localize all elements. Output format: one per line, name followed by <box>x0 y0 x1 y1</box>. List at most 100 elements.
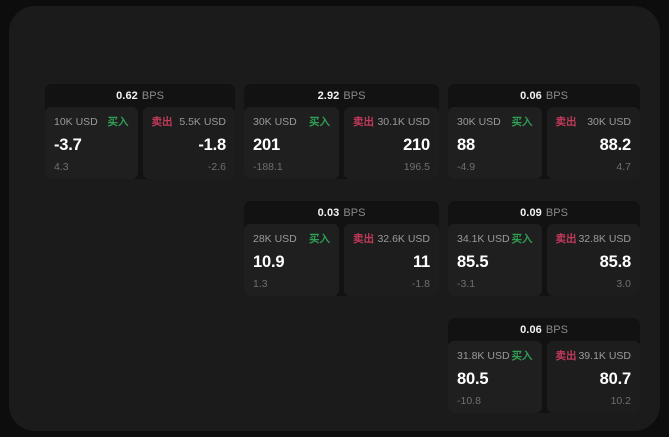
sell-size-label: 30K USD <box>587 115 631 128</box>
sell-delta: -1.8 <box>411 277 430 290</box>
buy-size-label: 34.1K USD <box>457 232 510 245</box>
bps-value: 0.06 <box>520 89 542 102</box>
sell-value: -1.8 <box>198 135 226 154</box>
sell-panel[interactable]: 卖出 32.8K USD 85.8 3.0 <box>546 224 640 296</box>
card-header: 0.06 BPS <box>448 318 640 341</box>
buy-side-label: 买入 <box>309 116 330 128</box>
buy-panel-header: 30K USD 买入 <box>253 115 330 129</box>
sell-panel-header: 卖出 32.6K USD <box>353 232 430 246</box>
buy-panel-header: 34.1K USD 买入 <box>457 232 533 246</box>
sell-side-label: 卖出 <box>151 116 173 128</box>
card-header: 0.09 BPS <box>448 201 640 224</box>
buy-size-label: 28K USD <box>253 232 297 245</box>
sell-delta: 3.0 <box>616 277 631 290</box>
card-panels: 31.8K USD 买入 80.5 -10.8 卖出 39.1K USD 80 <box>448 341 640 413</box>
bps-unit-label: BPS <box>545 89 568 102</box>
sell-delta: -2.6 <box>207 160 226 173</box>
sell-value: 80.7 <box>599 369 632 388</box>
spread-card[interactable]: 0.06 BPS 30K USD 买入 88 -4.9 <box>448 84 640 179</box>
card-column-3: 0.06 BPS 30K USD 买入 88 -4.9 <box>448 84 640 413</box>
sell-delta: 196.5 <box>403 160 430 173</box>
card-panels: 10K USD 买入 -3.7 4.3 卖出 5.5K USD -1.8 <box>45 107 235 179</box>
sell-panel-header: 卖出 5.5K USD <box>151 115 227 129</box>
bps-unit-label: BPS <box>141 89 164 102</box>
buy-side-label: 买入 <box>511 116 533 128</box>
buy-value: 80.5 <box>457 369 489 388</box>
spread-card[interactable]: 0.06 BPS 31.8K USD 买入 80.5 -10.8 <box>448 318 640 413</box>
sell-panel[interactable]: 卖出 30.1K USD 210 196.5 <box>344 107 439 179</box>
spread-card[interactable]: 0.03 BPS 28K USD 买入 10.9 1.3 <box>244 201 439 296</box>
sell-size-label: 32.6K USD <box>377 232 430 245</box>
buy-panel-header: 31.8K USD 买入 <box>457 349 533 363</box>
buy-size-label: 30K USD <box>253 115 297 128</box>
buy-side-label: 买入 <box>309 233 330 245</box>
buy-panel[interactable]: 28K USD 买入 10.9 1.3 <box>244 224 339 296</box>
spread-dashboard-panel: 0.62 BPS 10K USD 买入 -3.7 4.3 <box>9 6 660 431</box>
sell-side-label: 卖出 <box>353 116 374 128</box>
spread-card[interactable]: 0.62 BPS 10K USD 买入 -3.7 4.3 <box>45 84 235 179</box>
buy-value: 201 <box>253 135 280 154</box>
buy-delta: -4.9 <box>457 160 476 173</box>
sell-side-label: 卖出 <box>555 116 577 128</box>
sell-panel[interactable]: 卖出 30K USD 88.2 4.7 <box>546 107 640 179</box>
bps-unit-label: BPS <box>545 323 568 336</box>
buy-panel[interactable]: 30K USD 买入 88 -4.9 <box>448 107 542 179</box>
card-header: 0.06 BPS <box>448 84 640 107</box>
buy-panel-header: 10K USD 买入 <box>54 115 129 129</box>
buy-panel[interactable]: 34.1K USD 买入 85.5 -3.1 <box>448 224 542 296</box>
buy-side-label: 买入 <box>511 350 533 362</box>
buy-side-label: 买入 <box>511 233 533 245</box>
bps-unit-label: BPS <box>343 206 366 219</box>
card-panels: 30K USD 买入 201 -188.1 卖出 30.1K USD 210 <box>244 107 439 179</box>
sell-side-label: 卖出 <box>353 233 374 245</box>
buy-panel-header: 30K USD 买入 <box>457 115 533 129</box>
buy-panel[interactable]: 31.8K USD 买入 80.5 -10.8 <box>448 341 542 413</box>
buy-delta: 1.3 <box>253 277 268 290</box>
sell-panel[interactable]: 卖出 39.1K USD 80.7 10.2 <box>546 341 640 413</box>
sell-size-label: 39.1K USD <box>578 349 631 362</box>
sell-side-label: 卖出 <box>555 233 577 245</box>
buy-delta: -3.1 <box>457 277 476 290</box>
buy-value: -3.7 <box>54 135 82 154</box>
sell-panel-header: 卖出 32.8K USD <box>555 232 632 246</box>
sell-panel[interactable]: 卖出 32.6K USD 11 -1.8 <box>344 224 439 296</box>
bps-unit-label: BPS <box>545 206 568 219</box>
bps-unit-label: BPS <box>343 89 366 102</box>
sell-value: 85.8 <box>599 252 632 271</box>
card-header: 2.92 BPS <box>244 84 439 107</box>
card-column-1: 0.62 BPS 10K USD 买入 -3.7 4.3 <box>45 84 235 179</box>
buy-panel-header: 28K USD 买入 <box>253 232 330 246</box>
buy-value: 88 <box>457 135 475 154</box>
sell-panel[interactable]: 卖出 5.5K USD -1.8 -2.6 <box>142 107 235 179</box>
bps-value: 0.06 <box>520 323 542 336</box>
card-panels: 30K USD 买入 88 -4.9 卖出 30K USD 88.2 <box>448 107 640 179</box>
buy-value: 10.9 <box>253 252 285 271</box>
bps-value: 0.03 <box>317 206 340 219</box>
sell-panel-header: 卖出 30.1K USD <box>353 115 430 129</box>
buy-panel[interactable]: 10K USD 买入 -3.7 4.3 <box>45 107 138 179</box>
spread-card[interactable]: 2.92 BPS 30K USD 买入 201 -188.1 <box>244 84 439 179</box>
sell-size-label: 30.1K USD <box>377 115 430 128</box>
spread-card[interactable]: 0.09 BPS 34.1K USD 买入 85.5 -3.1 <box>448 201 640 296</box>
sell-size-label: 5.5K USD <box>179 115 226 128</box>
sell-panel-header: 卖出 39.1K USD <box>556 349 632 363</box>
sell-value: 11 <box>412 252 430 271</box>
sell-value: 210 <box>403 135 430 154</box>
buy-delta: -188.1 <box>253 160 283 173</box>
card-header: 0.03 BPS <box>244 201 439 224</box>
buy-panel[interactable]: 30K USD 买入 201 -188.1 <box>244 107 339 179</box>
sell-panel-header: 卖出 30K USD <box>555 115 632 129</box>
buy-side-label: 买入 <box>107 116 129 128</box>
sell-delta: 10.2 <box>610 394 631 407</box>
spread-card-grid: 0.62 BPS 10K USD 买入 -3.7 4.3 <box>45 84 645 413</box>
sell-size-label: 32.8K USD <box>578 232 631 245</box>
sell-delta: 4.7 <box>616 160 631 173</box>
card-panels: 28K USD 买入 10.9 1.3 卖出 32.6K USD 11 <box>244 224 439 296</box>
card-panels: 34.1K USD 买入 85.5 -3.1 卖出 32.8K USD 85. <box>448 224 640 296</box>
bps-value: 2.92 <box>317 89 340 102</box>
sell-value: 88.2 <box>599 135 632 154</box>
buy-size-label: 31.8K USD <box>457 349 510 362</box>
card-header: 0.62 BPS <box>45 84 235 107</box>
buy-value: 85.5 <box>457 252 489 271</box>
